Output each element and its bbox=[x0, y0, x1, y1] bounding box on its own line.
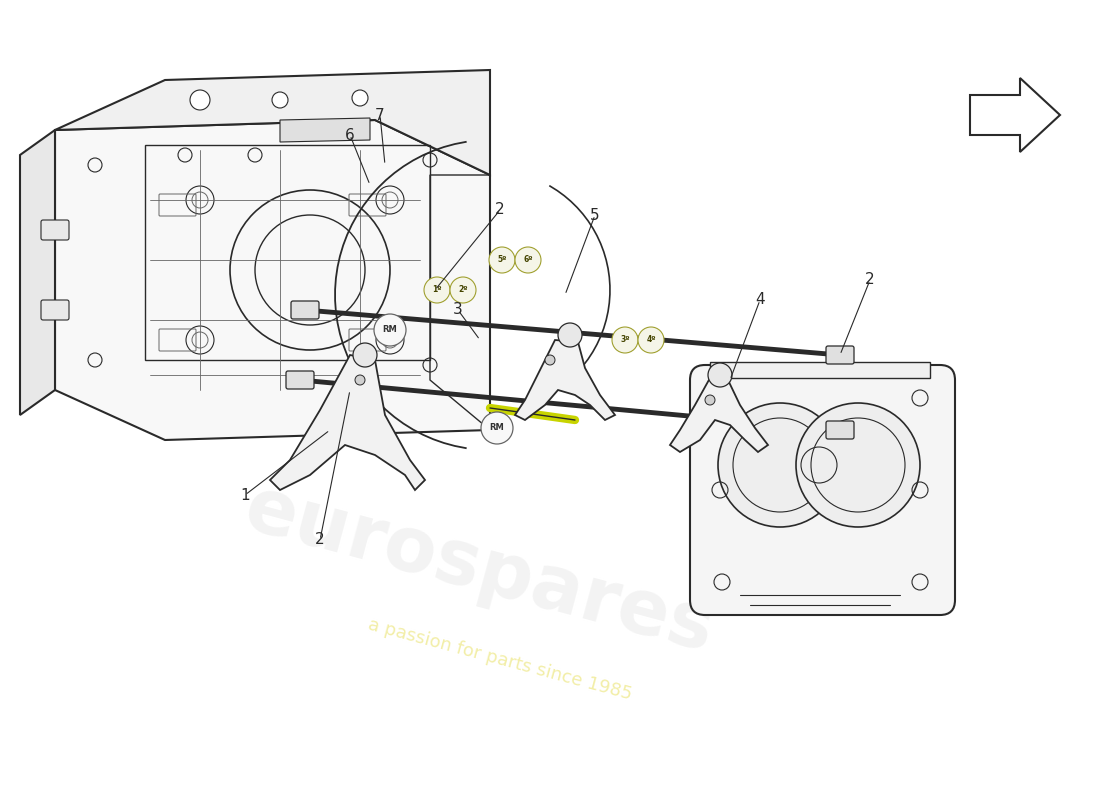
Text: 1: 1 bbox=[240, 487, 250, 502]
Text: 1º: 1º bbox=[432, 286, 442, 294]
Text: 3º: 3º bbox=[620, 335, 629, 345]
FancyBboxPatch shape bbox=[826, 346, 854, 364]
Polygon shape bbox=[55, 70, 490, 175]
Circle shape bbox=[718, 403, 842, 527]
Circle shape bbox=[352, 90, 368, 106]
FancyBboxPatch shape bbox=[41, 300, 69, 320]
Circle shape bbox=[638, 327, 664, 353]
Text: 6º: 6º bbox=[524, 255, 532, 265]
Circle shape bbox=[190, 90, 210, 110]
Circle shape bbox=[705, 395, 715, 405]
Text: 3: 3 bbox=[453, 302, 463, 318]
FancyBboxPatch shape bbox=[826, 421, 854, 439]
Text: 2: 2 bbox=[495, 202, 505, 218]
Circle shape bbox=[353, 343, 377, 367]
Text: 4: 4 bbox=[756, 293, 764, 307]
Circle shape bbox=[558, 323, 582, 347]
Circle shape bbox=[708, 363, 732, 387]
Polygon shape bbox=[710, 362, 930, 378]
Circle shape bbox=[424, 277, 450, 303]
Circle shape bbox=[481, 412, 513, 444]
Circle shape bbox=[515, 247, 541, 273]
Circle shape bbox=[612, 327, 638, 353]
Text: 5: 5 bbox=[591, 207, 600, 222]
Text: 7: 7 bbox=[375, 107, 385, 122]
FancyBboxPatch shape bbox=[41, 220, 69, 240]
Polygon shape bbox=[280, 118, 370, 142]
Polygon shape bbox=[20, 130, 55, 415]
FancyBboxPatch shape bbox=[292, 301, 319, 319]
Text: 6: 6 bbox=[345, 127, 355, 142]
Circle shape bbox=[490, 247, 515, 273]
Text: RM: RM bbox=[490, 423, 505, 433]
Text: 4º: 4º bbox=[647, 335, 656, 345]
Polygon shape bbox=[670, 378, 768, 452]
Text: 5º: 5º bbox=[497, 255, 507, 265]
FancyBboxPatch shape bbox=[690, 365, 955, 615]
Circle shape bbox=[544, 355, 556, 365]
Circle shape bbox=[272, 92, 288, 108]
Circle shape bbox=[355, 375, 365, 385]
Circle shape bbox=[796, 403, 920, 527]
FancyBboxPatch shape bbox=[286, 371, 313, 389]
Text: RM: RM bbox=[383, 326, 397, 334]
Text: 2: 2 bbox=[316, 533, 324, 547]
Circle shape bbox=[450, 277, 476, 303]
Text: eurospares: eurospares bbox=[238, 472, 723, 668]
Circle shape bbox=[374, 314, 406, 346]
Polygon shape bbox=[55, 120, 490, 440]
Polygon shape bbox=[270, 355, 425, 490]
Text: 2: 2 bbox=[866, 273, 874, 287]
Text: 2º: 2º bbox=[459, 286, 468, 294]
Text: a passion for parts since 1985: a passion for parts since 1985 bbox=[366, 616, 634, 704]
Polygon shape bbox=[515, 340, 615, 420]
